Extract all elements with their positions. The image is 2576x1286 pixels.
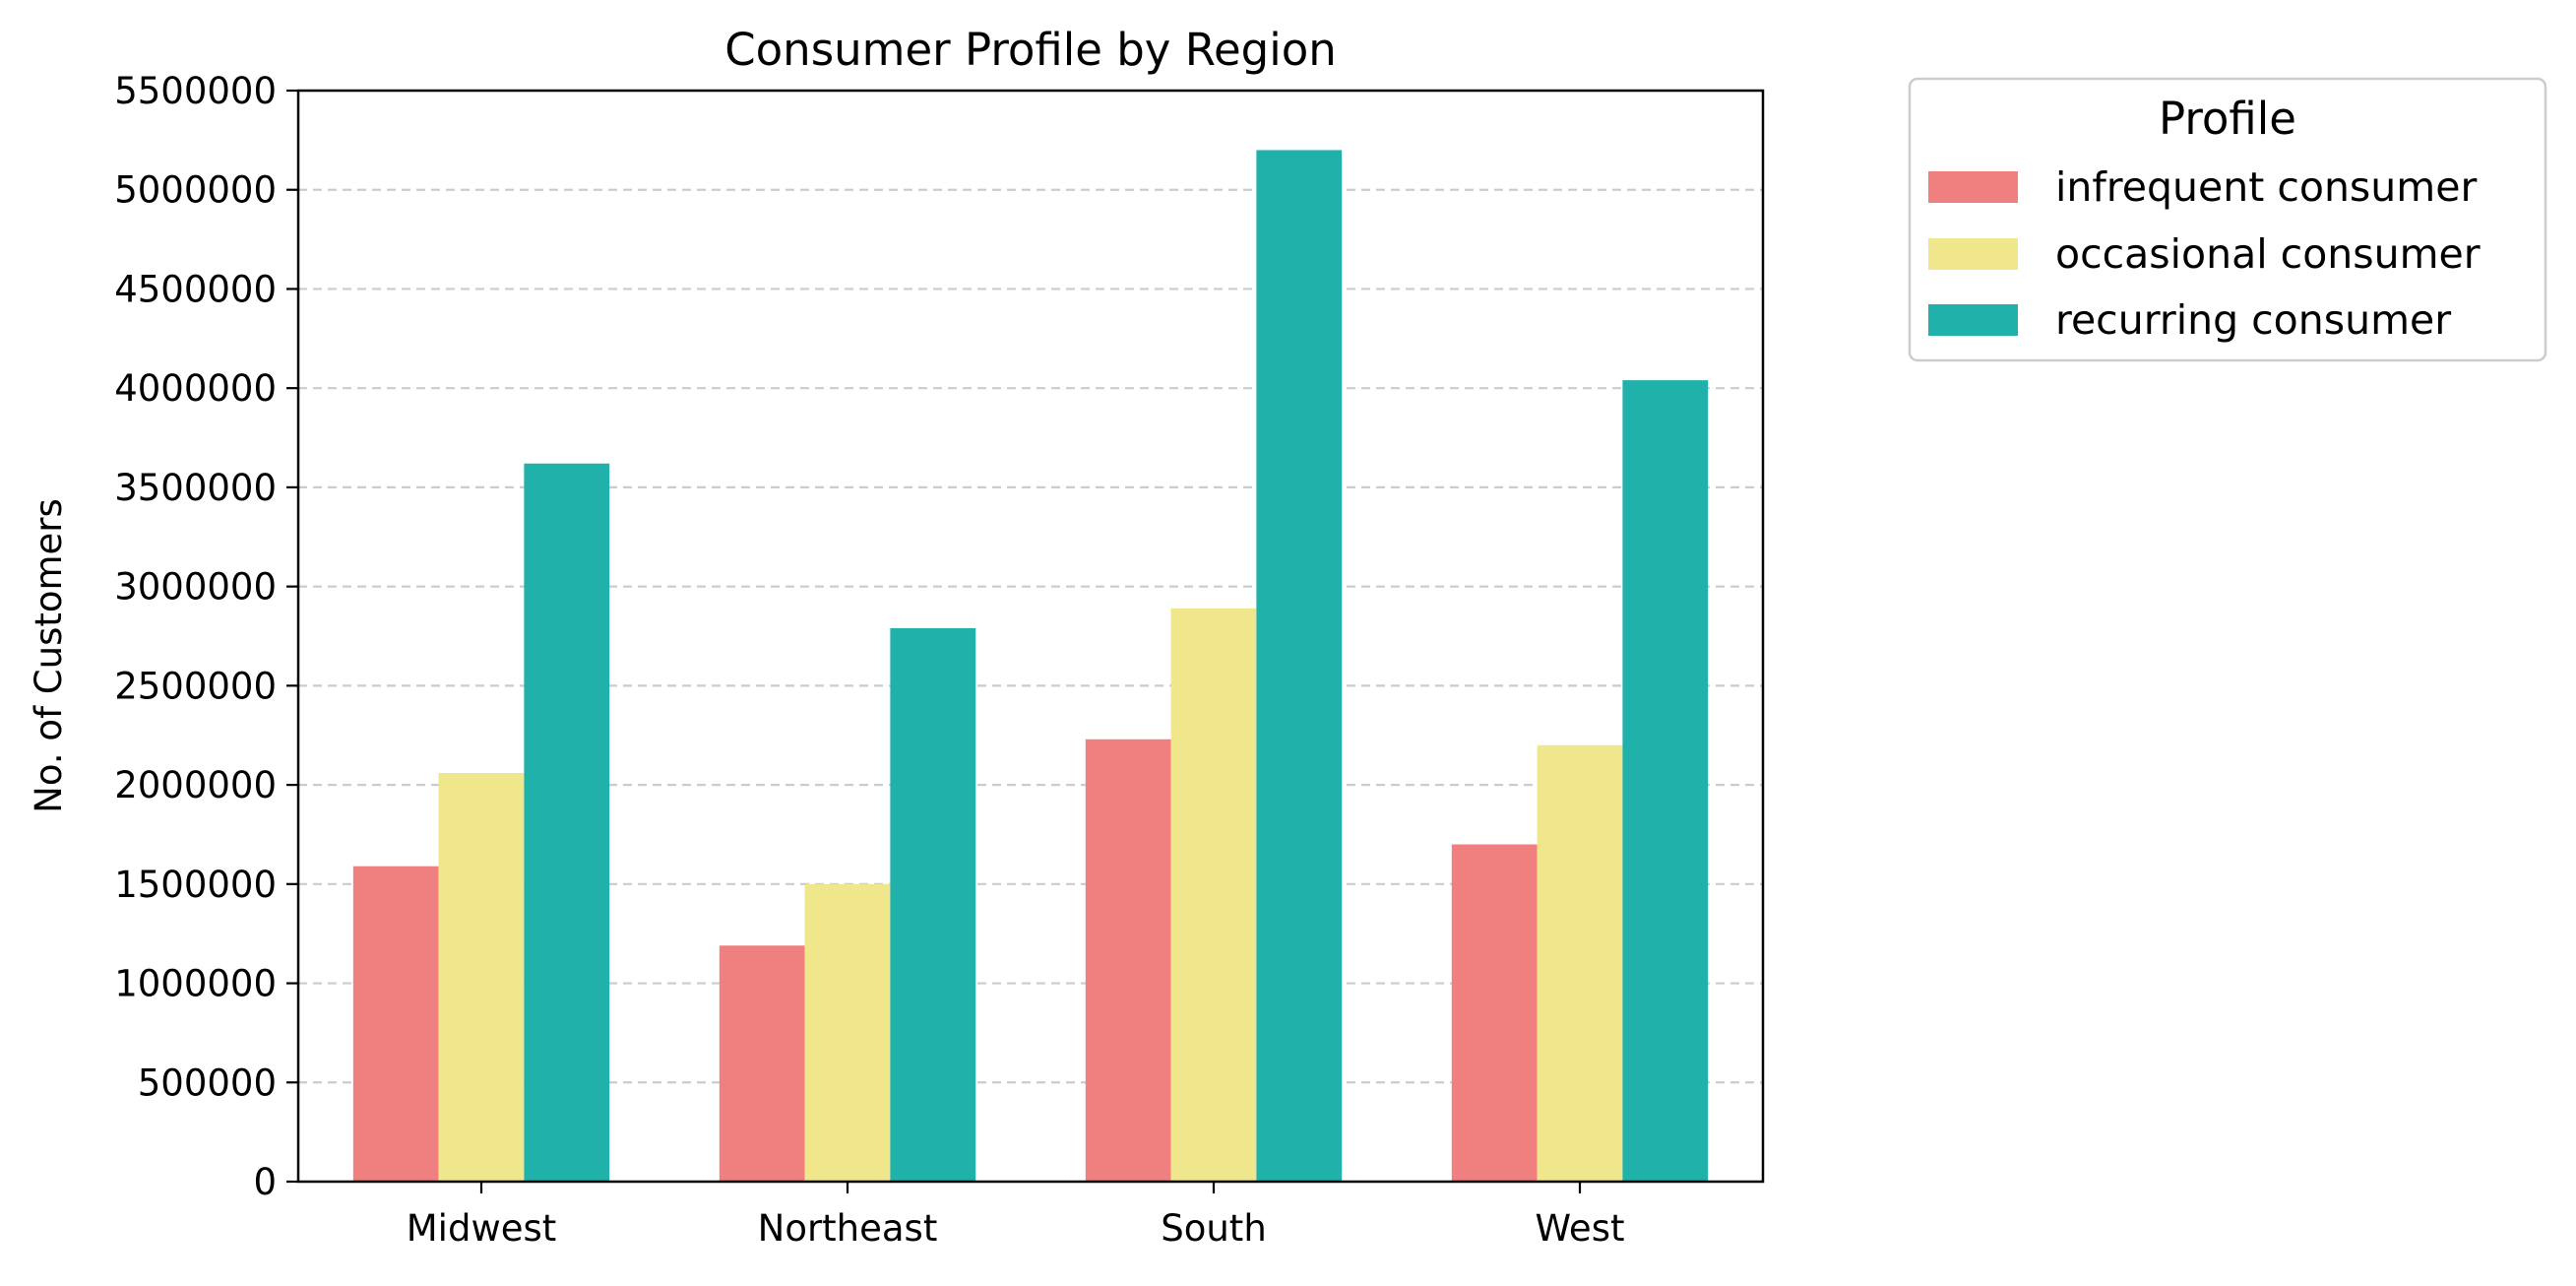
legend-swatch — [1928, 171, 2018, 203]
legend-frame — [1908, 77, 2547, 362]
y-tick-label: 4500000 — [114, 268, 277, 310]
y-tick-label: 5500000 — [114, 70, 277, 112]
y-tick-label: 2000000 — [114, 764, 277, 806]
y-tick-label: 5000000 — [114, 169, 277, 212]
bar-infrequent-consumer-midwest — [352, 866, 439, 1182]
y-axis-label: No. of Customers — [28, 498, 70, 813]
x-tick-label: Midwest — [407, 1207, 557, 1250]
y-tick-label: 1000000 — [114, 963, 277, 1005]
y-tick-label: 4000000 — [114, 367, 277, 410]
y-tick-label: 500000 — [138, 1061, 277, 1104]
bar-occasional-consumer-south — [1170, 608, 1257, 1182]
bar-infrequent-consumer-northeast — [719, 945, 805, 1182]
y-tick-label: 3000000 — [114, 566, 277, 609]
y-tick-label: 1500000 — [114, 864, 277, 906]
bar-recurring-consumer-midwest — [524, 463, 610, 1182]
bar-recurring-consumer-south — [1256, 150, 1343, 1182]
bar-infrequent-consumer-south — [1085, 739, 1171, 1182]
legend-swatch — [1928, 238, 2018, 270]
bar-occasional-consumer-midwest — [438, 773, 525, 1182]
y-tick-label: 0 — [253, 1161, 277, 1203]
x-tick-label: South — [1161, 1207, 1267, 1250]
bar-infrequent-consumer-west — [1451, 844, 1538, 1182]
legend: Profile infrequent consumer occasional co… — [1908, 77, 2547, 362]
bar-occasional-consumer-northeast — [804, 883, 891, 1182]
legend-entry-label: infrequent consumer — [2055, 163, 2477, 211]
legend-title: Profile — [2159, 93, 2296, 145]
axes: 0 500000 1000000 1500000 2000000 2500000 30000… — [114, 70, 1765, 1250]
legend-entry-label: recurring consumer — [2055, 296, 2451, 344]
bar-occasional-consumer-west — [1537, 744, 1623, 1182]
x-tick-label: West — [1536, 1207, 1625, 1250]
bars — [352, 150, 1709, 1182]
y-tick-label: 2500000 — [114, 665, 277, 707]
bar-recurring-consumer-west — [1622, 380, 1709, 1182]
y-tick-label: 3500000 — [114, 467, 277, 509]
plot-frame — [296, 89, 1765, 1184]
x-tick-label: Northeast — [758, 1207, 938, 1250]
legend-entry-label: occasional consumer — [2055, 230, 2481, 278]
chart-title: Consumer Profile by Region — [724, 24, 1337, 76]
legend-swatch — [1928, 304, 2018, 336]
bar-recurring-consumer-northeast — [890, 627, 976, 1182]
